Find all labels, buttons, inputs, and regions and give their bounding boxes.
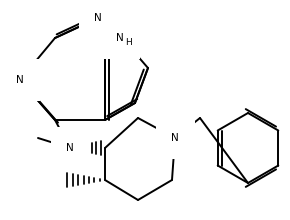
Text: N: N <box>94 13 102 23</box>
Text: N: N <box>116 33 124 43</box>
Text: N: N <box>171 133 179 143</box>
Text: N: N <box>16 75 24 85</box>
Text: H: H <box>126 37 132 46</box>
Text: N: N <box>66 143 74 153</box>
